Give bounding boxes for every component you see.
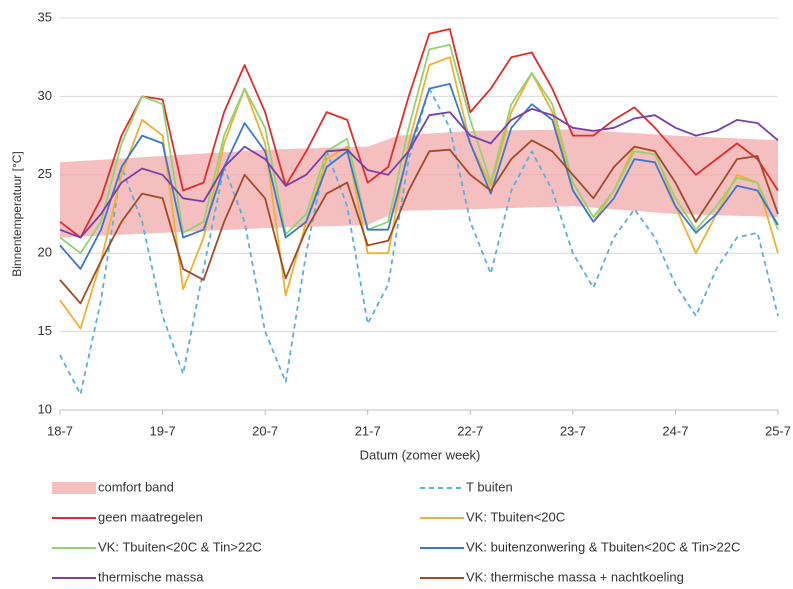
y-tick-label: 10: [38, 401, 52, 416]
y-tick-label: 20: [38, 245, 52, 260]
y-tick-label: 30: [38, 88, 52, 103]
series-line: [59, 108, 779, 239]
x-tick-label: 18-7: [47, 423, 73, 438]
y-tick-label: 35: [38, 9, 52, 24]
y-axis-title: Binnentemperatuur [°C]: [10, 151, 24, 277]
x-tick-label: 21-7: [355, 423, 381, 438]
legend-label: VK: thermische massa + nachtkoeling: [466, 569, 684, 584]
x-tick-label: 22-7: [457, 423, 483, 438]
legend-label: VK: Tbuiten<20C: [466, 509, 565, 524]
y-tick-label: 15: [38, 323, 52, 338]
y-tick-label: 25: [38, 166, 52, 181]
x-tick-label: 25-7: [765, 423, 791, 438]
x-tick-label: 20-7: [252, 423, 278, 438]
series-line: [59, 43, 779, 255]
x-tick-label: 19-7: [150, 423, 176, 438]
series-line: [59, 83, 779, 270]
legend-label: VK: Tbuiten<20C & Tin>22C: [98, 539, 262, 554]
x-tick-label: 23-7: [560, 423, 586, 438]
legend-label: comfort band: [98, 479, 174, 494]
series-line: [59, 87, 779, 396]
legend-label: T buiten: [466, 479, 513, 494]
series-line: [59, 28, 779, 239]
x-tick-label: 24-7: [662, 423, 688, 438]
legend-swatch: [52, 482, 96, 494]
x-axis-title: Datum (zomer week): [360, 447, 481, 462]
legend-label: geen maatregelen: [98, 509, 203, 524]
legend-label: VK: buitenzonwering & Tbuiten<20C & Tin>…: [466, 539, 740, 554]
series-line: [59, 139, 779, 305]
legend-label: thermische massa: [98, 569, 204, 584]
